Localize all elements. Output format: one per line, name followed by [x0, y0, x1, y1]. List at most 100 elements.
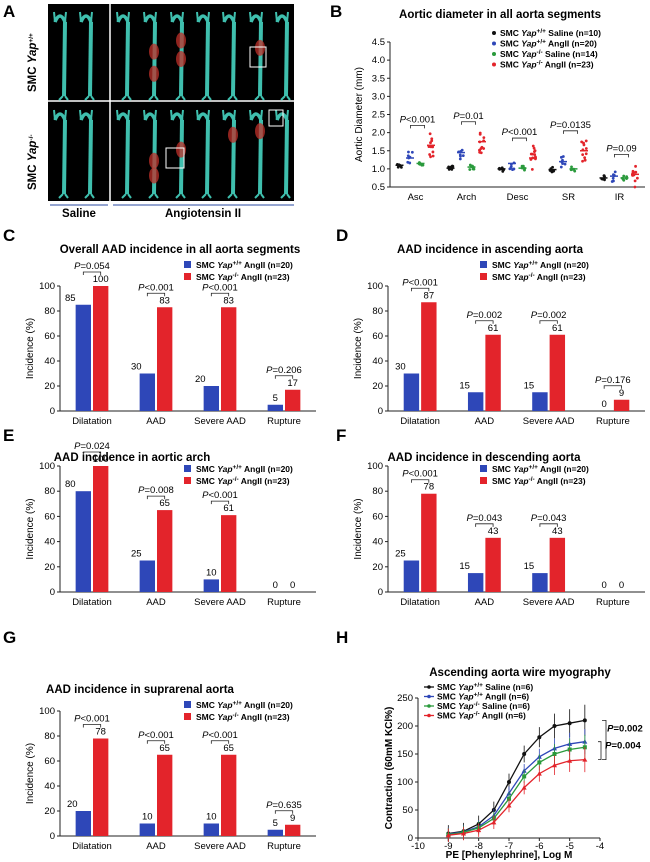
bar	[157, 754, 173, 836]
bar	[93, 466, 109, 592]
data-label: 0	[602, 580, 607, 591]
y-tick-label: 0.5	[372, 182, 385, 193]
aorta-arch	[275, 112, 289, 121]
chart-title: Ascending aorta wire myography	[429, 667, 611, 679]
aorta-iliac	[286, 95, 291, 101]
data-point	[529, 152, 533, 156]
aorta-iliac	[64, 193, 69, 199]
aorta-arch	[143, 112, 157, 121]
p-bracket	[82, 271, 102, 275]
bar	[485, 537, 501, 592]
data-label: 87	[424, 290, 435, 301]
bar	[139, 823, 155, 836]
bar	[157, 307, 173, 411]
aorta-branch	[275, 11, 278, 23]
y-tick-label: 4.5	[372, 37, 385, 48]
chart-title: AAD incidence in descending aorta	[388, 452, 582, 464]
x-tick-label: Rupture	[267, 597, 301, 608]
data-point	[509, 166, 513, 169]
data-point	[431, 154, 435, 158]
p-value: P<0.001	[202, 282, 238, 293]
bar	[203, 579, 219, 592]
data-label: 15	[524, 380, 535, 391]
p-bracket	[210, 292, 230, 297]
y-tick-label: 100	[39, 706, 55, 717]
legend-entry: SMC Yap+/+ AngII (n=20)	[196, 260, 293, 270]
aorta-branch	[260, 109, 263, 121]
data-point	[603, 178, 606, 182]
data-point	[563, 162, 567, 166]
bar	[549, 334, 566, 411]
x-tick-label: Severe AAD	[523, 597, 575, 608]
aorta-iliac	[58, 193, 64, 199]
p-value: P<0.001	[400, 114, 436, 125]
y-tick-label: 4.0	[372, 55, 385, 66]
data-label: 25	[131, 549, 142, 560]
aorta-arch	[196, 14, 210, 23]
p-bracket	[512, 137, 527, 142]
y-axis-label: Incidence (%)	[25, 318, 36, 379]
p-value: P<0.001	[138, 282, 174, 293]
aorta-branch	[286, 109, 289, 121]
p-bracket	[539, 523, 558, 527]
data-point	[635, 176, 639, 180]
legend-entry: SMC Yap-/- AngII (n=23)	[492, 272, 586, 282]
data-point	[583, 156, 587, 160]
p-bracket	[461, 121, 476, 125]
bar	[421, 302, 437, 411]
data-label: 0	[602, 399, 607, 410]
data-point	[567, 758, 573, 763]
data-point	[537, 760, 542, 765]
aorta-vessel	[62, 21, 67, 97]
zoom-box	[268, 109, 284, 127]
bar	[93, 738, 109, 836]
x-tick-label: Severe AAD	[194, 841, 246, 852]
panel-b-chart: Aortic diameter in all aorta segments 0.5…	[354, 9, 645, 203]
aorta-iliac	[181, 193, 186, 199]
aorta-branch	[207, 109, 210, 121]
x-tick-label: -10	[411, 841, 425, 852]
p-value: P<0.001	[502, 127, 538, 138]
x-tick-label: Rupture	[596, 416, 630, 427]
aorta-iliac	[233, 193, 238, 199]
panel-label-f: F	[336, 426, 346, 445]
p-bracket	[603, 385, 622, 389]
aorta-branch	[53, 109, 56, 121]
aneurysm-region	[176, 51, 186, 67]
legend-entry: SMC Yap+/+ AngII (n=20)	[492, 260, 589, 270]
aorta-branch	[222, 109, 225, 121]
p-bracket	[146, 740, 166, 744]
data-point	[428, 153, 432, 156]
aorta-arch	[79, 112, 93, 121]
data-point	[529, 158, 533, 161]
data-point	[476, 827, 482, 833]
panel-g-chart: AAD incidence in suprarenal aorta 0 20 40 60…	[25, 684, 316, 852]
x-tick-label: -6	[535, 841, 543, 852]
aorta-iliac	[175, 193, 181, 199]
aorta-iliac	[233, 95, 238, 101]
x-tick-label: AAD	[146, 416, 166, 427]
bar	[403, 560, 420, 592]
data-label: 43	[552, 526, 563, 537]
legend-swatch	[480, 261, 487, 268]
aorta-arch	[196, 112, 210, 121]
aorta-arch	[116, 14, 130, 23]
legend-entry: SMC Yap+/+ Saline (n=10)	[500, 28, 601, 38]
legend-entry: SMC Yap-/- Saline (n=14)	[500, 49, 598, 59]
aorta-arch	[249, 14, 263, 23]
aorta-branch	[143, 109, 146, 121]
legend-swatch	[184, 477, 191, 484]
data-point	[532, 146, 536, 150]
data-point	[429, 155, 432, 159]
data-point	[570, 165, 573, 169]
y-tick-label: 40	[44, 537, 55, 548]
y-tick-label: 60	[44, 331, 55, 342]
aorta-iliac	[90, 193, 95, 199]
aorta-iliac	[260, 193, 265, 199]
legend-entry: SMC Yap+/+ AngII (n=20)	[196, 464, 293, 474]
x-tick-label: Desc	[507, 192, 529, 203]
legend-swatch	[184, 273, 191, 280]
x-tick-label: SR	[562, 192, 575, 203]
p-bracket	[563, 130, 578, 134]
p-bracket	[539, 320, 558, 324]
